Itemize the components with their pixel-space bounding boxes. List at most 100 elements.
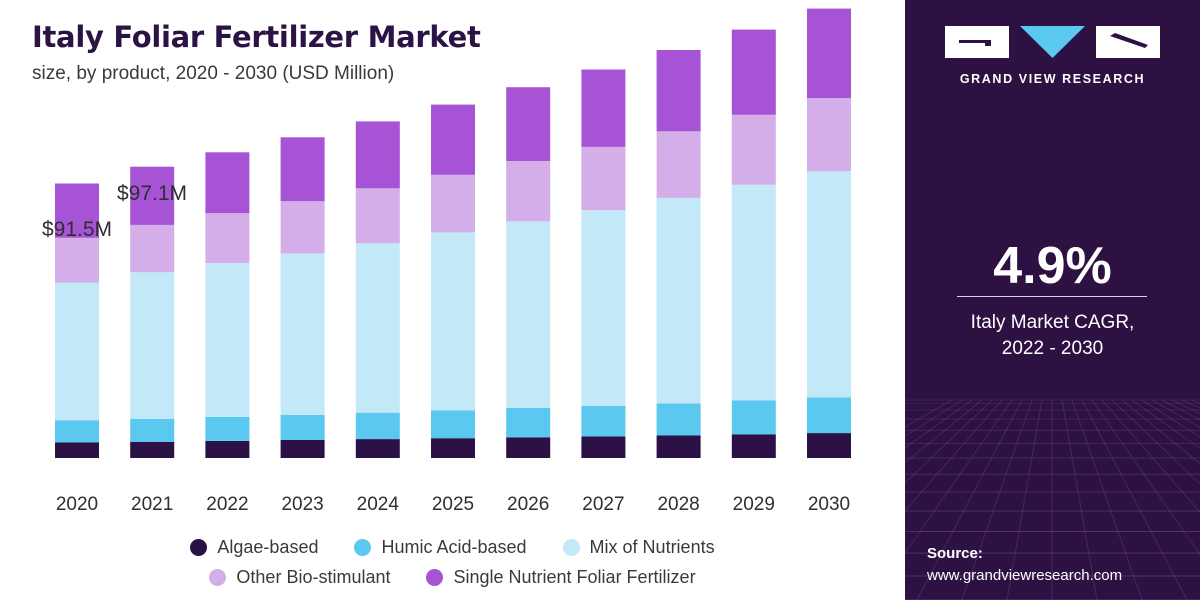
bar-2023-algae-based: [280, 440, 325, 458]
legend-label-humic: Humic Acid-based: [381, 536, 527, 557]
bar-2021-humic-acid-based: [130, 419, 175, 442]
bar-2022-mix-of-nutrients: [205, 263, 250, 417]
x-tick-label-2028: 2028: [657, 494, 699, 515]
bar-2028-mix-of-nutrients: [656, 197, 701, 404]
bar-2025-single-nutrient-foliar-fertilizer: [431, 104, 475, 175]
legend-row-1: Algae-based Humic Acid-based Mix of Nutr…: [0, 532, 905, 562]
legend-item-humic: Humic Acid-based: [354, 536, 527, 558]
bar-2029-humic-acid-based: [731, 400, 776, 435]
legend-item-biostimulant: Other Bio-stimulant: [209, 567, 390, 588]
bar-2030-algae-based: [807, 433, 851, 458]
bar-2026-algae-based: [506, 437, 551, 458]
chart-subtitle: size, by product, 2020 - 2030 (USD Milli…: [32, 63, 395, 84]
bar-2025-mix-of-nutrients: [431, 232, 475, 411]
x-tick-label-2026: 2026: [507, 494, 549, 515]
bar-2021-single-nutrient-foliar-fertilizer: [130, 166, 175, 225]
data-label-2020: $91.5M: [42, 218, 112, 241]
bar-2027-humic-acid-based: [581, 405, 626, 437]
x-tick-label-2020: 2020: [56, 494, 98, 515]
chart-title: Italy Foliar Fertilizer Market: [32, 20, 481, 54]
bar-2025-other-bio-stimulant: [431, 174, 475, 233]
bar-2029-algae-based: [731, 434, 776, 458]
x-tick-label-2023: 2023: [281, 494, 323, 515]
cagr-label-line1: Italy Market CAGR,: [970, 312, 1135, 333]
x-tick-label-2030: 2030: [808, 494, 850, 515]
chart-panel: Italy Foliar Fertilizer Market size, by …: [0, 8, 905, 592]
gvr-logo: [945, 26, 1160, 58]
bar-2022-algae-based: [205, 440, 250, 458]
cagr-value: 4.9%: [993, 237, 1112, 295]
legend-label-algae: Algae-based: [217, 536, 319, 557]
legend-label-biostimulant: Other Bio-stimulant: [236, 566, 391, 587]
bar-2021-algae-based: [130, 441, 175, 458]
bar-2020-single-nutrient-foliar-fertilizer: [55, 183, 99, 238]
legend-swatch-mix: [562, 538, 580, 556]
bar-2023-humic-acid-based: [280, 414, 325, 440]
bar-2025-algae-based: [431, 438, 475, 458]
bar-2020-humic-acid-based: [55, 420, 99, 443]
bar-2020-other-bio-stimulant: [55, 237, 99, 283]
bar-2020-mix-of-nutrients: [55, 282, 99, 421]
bar-2023-mix-of-nutrients: [280, 253, 325, 415]
bar-2029-other-bio-stimulant: [731, 114, 776, 185]
legend-swatch-humic: [354, 538, 372, 556]
bar-2021-mix-of-nutrients: [130, 272, 175, 419]
bar-2030-humic-acid-based: [807, 397, 851, 434]
bar-2026-humic-acid-based: [506, 407, 551, 438]
bar-2024-humic-acid-based: [355, 412, 400, 440]
x-tick-label-2027: 2027: [582, 494, 624, 515]
bar-2026-single-nutrient-foliar-fertilizer: [506, 87, 551, 161]
bar-2027-other-bio-stimulant: [581, 146, 626, 211]
legend-item-single-nutrient: Single Nutrient Foliar Fertilizer: [426, 566, 696, 588]
bar-2025-humic-acid-based: [431, 410, 475, 439]
bar-2024-algae-based: [355, 439, 400, 458]
legend-label-single-nutrient: Single Nutrient Foliar Fertilizer: [453, 566, 696, 587]
bar-2027-mix-of-nutrients: [581, 210, 626, 406]
legend-swatch-single-nutrient: [426, 568, 444, 586]
bar-2027-single-nutrient-foliar-fertilizer: [581, 69, 626, 147]
bar-2024-single-nutrient-foliar-fertilizer: [355, 121, 400, 189]
x-tick-label-2022: 2022: [206, 494, 248, 515]
bar-2030-single-nutrient-foliar-fertilizer: [807, 8, 851, 99]
data-label-2021: $97.1M: [117, 182, 187, 205]
bar-2022-humic-acid-based: [205, 416, 250, 441]
bar-2028-single-nutrient-foliar-fertilizer: [656, 50, 701, 132]
bar-2023-other-bio-stimulant: [280, 201, 325, 254]
bar-2029-single-nutrient-foliar-fertilizer: [731, 29, 776, 115]
bar-2021-other-bio-stimulant: [130, 224, 175, 273]
cagr-divider: [957, 296, 1147, 297]
x-tick-label-2025: 2025: [432, 494, 474, 515]
source-url[interactable]: www.grandviewresearch.com: [927, 567, 1123, 584]
bar-2022-single-nutrient-foliar-fertilizer: [205, 152, 250, 214]
bar-2022-other-bio-stimulant: [205, 213, 250, 263]
bar-2028-other-bio-stimulant: [656, 131, 701, 198]
cagr-label: Italy Market CAGR, 2022 - 2030: [905, 310, 1200, 362]
bar-2026-other-bio-stimulant: [506, 161, 551, 222]
x-tick-label-2024: 2024: [357, 494, 400, 515]
legend-row-2: Other Bio-stimulant Single Nutrient Foli…: [0, 562, 905, 592]
bar-2026-mix-of-nutrients: [506, 221, 551, 408]
bar-2030-other-bio-stimulant: [807, 98, 851, 172]
bar-2024-other-bio-stimulant: [355, 188, 400, 244]
legend-item-mix: Mix of Nutrients: [562, 536, 715, 558]
bar-2028-algae-based: [656, 435, 701, 458]
bar-2023-single-nutrient-foliar-fertilizer: [280, 137, 325, 202]
bar-2030-mix-of-nutrients: [807, 171, 851, 398]
stacked-bar-chart: 2020 2021 2022 2023 2024 2025 2026 2027 2028 2029…: [42, 8, 851, 515]
brand-name: GRAND VIEW RESEARCH: [959, 72, 1146, 86]
chart-legend: Algae-based Humic Acid-based Mix of Nutr…: [0, 532, 905, 592]
x-tick-label-2029: 2029: [733, 494, 775, 515]
decorative-grid: [905, 399, 1200, 600]
legend-swatch-biostimulant: [209, 568, 227, 586]
bar-2027-algae-based: [581, 436, 626, 458]
legend-item-algae: Algae-based: [190, 537, 318, 558]
sidebar-panel: GRAND VIEW RESEARCH 4.9% Italy Market CA…: [905, 0, 1200, 600]
legend-label-mix: Mix of Nutrients: [589, 536, 715, 557]
bar-2024-mix-of-nutrients: [355, 243, 400, 413]
legend-swatch-algae: [190, 538, 208, 556]
source-label: Source:: [927, 545, 983, 562]
x-tick-label-2021: 2021: [131, 494, 173, 515]
cagr-label-line2: 2022 - 2030: [1001, 338, 1104, 359]
bar-2020-algae-based: [55, 442, 99, 458]
bar-2028-humic-acid-based: [656, 403, 701, 436]
